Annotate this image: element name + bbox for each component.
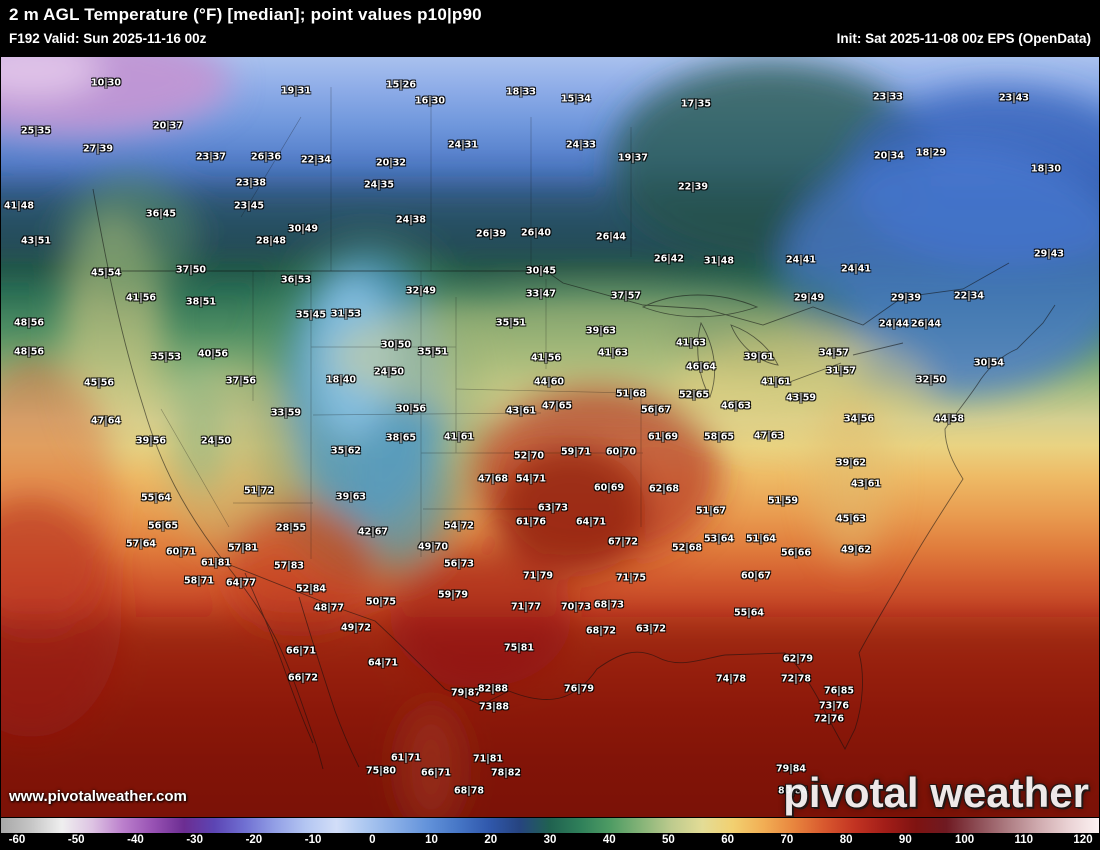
colorbar-tick: 10 (425, 834, 438, 846)
map-title: 2 m AGL Temperature (°F) [median]; point… (9, 5, 482, 24)
temperature-field (1, 57, 1099, 819)
colorbar-tick: 70 (780, 834, 794, 846)
map-header: 2 m AGL Temperature (°F) [median]; point… (1, 1, 1099, 57)
colorbar-tick: 60 (721, 834, 735, 846)
temperature-anomaly-blobs (1, 57, 1099, 819)
colorbar-tick: -50 (67, 834, 85, 846)
state-province-boundaries (160, 87, 643, 559)
colorbar-tick: 80 (839, 834, 853, 846)
colorbar: -60 -50 -40 -30 -20 -10 0 10 20 30 40 50 60 70 80 90 100… (1, 817, 1099, 849)
pivotal-weather-logo: pivotal weather (783, 769, 1089, 817)
colorbar-tick: -40 (127, 834, 144, 846)
colorbar-tick: 110 (1014, 834, 1034, 846)
init-time-label: Init: Sat 2025-11-08 00z EPS (OpenData) (836, 31, 1091, 46)
colorbar-tick: 90 (898, 834, 912, 846)
coastlines-and-borders (92, 188, 1056, 770)
colorbar-tick: 0 (369, 834, 376, 846)
colorbar-tick: -20 (245, 834, 263, 846)
watermark: www.pivotalweather.com (9, 788, 187, 805)
colorbar-tick: -30 (186, 834, 203, 846)
colorbar-tick: -10 (304, 834, 322, 846)
colorbar-tick: 20 (484, 834, 498, 846)
colorbar-tick: 30 (543, 834, 557, 846)
colorbar-tick: 40 (602, 834, 616, 846)
valid-time-label: F192 Valid: Sun 2025-11-16 00z (9, 31, 207, 46)
colorbar-tick: 100 (954, 834, 975, 846)
colorbar-tick-labels: -60 -50 -40 -30 -20 -10 0 10 20 30 40 50 60 70 80 90 100… (9, 834, 1093, 849)
map-canvas[interactable]: www.pivotalweather.com pivotal weather (1, 57, 1099, 819)
colorbar-tick: -60 (8, 834, 26, 846)
colorbar-tick: 120 (1073, 834, 1093, 846)
logo-text: pivotal weather (783, 769, 1089, 816)
colorbar-tick: 50 (662, 834, 675, 846)
colorbar-gradient (1, 818, 1099, 833)
